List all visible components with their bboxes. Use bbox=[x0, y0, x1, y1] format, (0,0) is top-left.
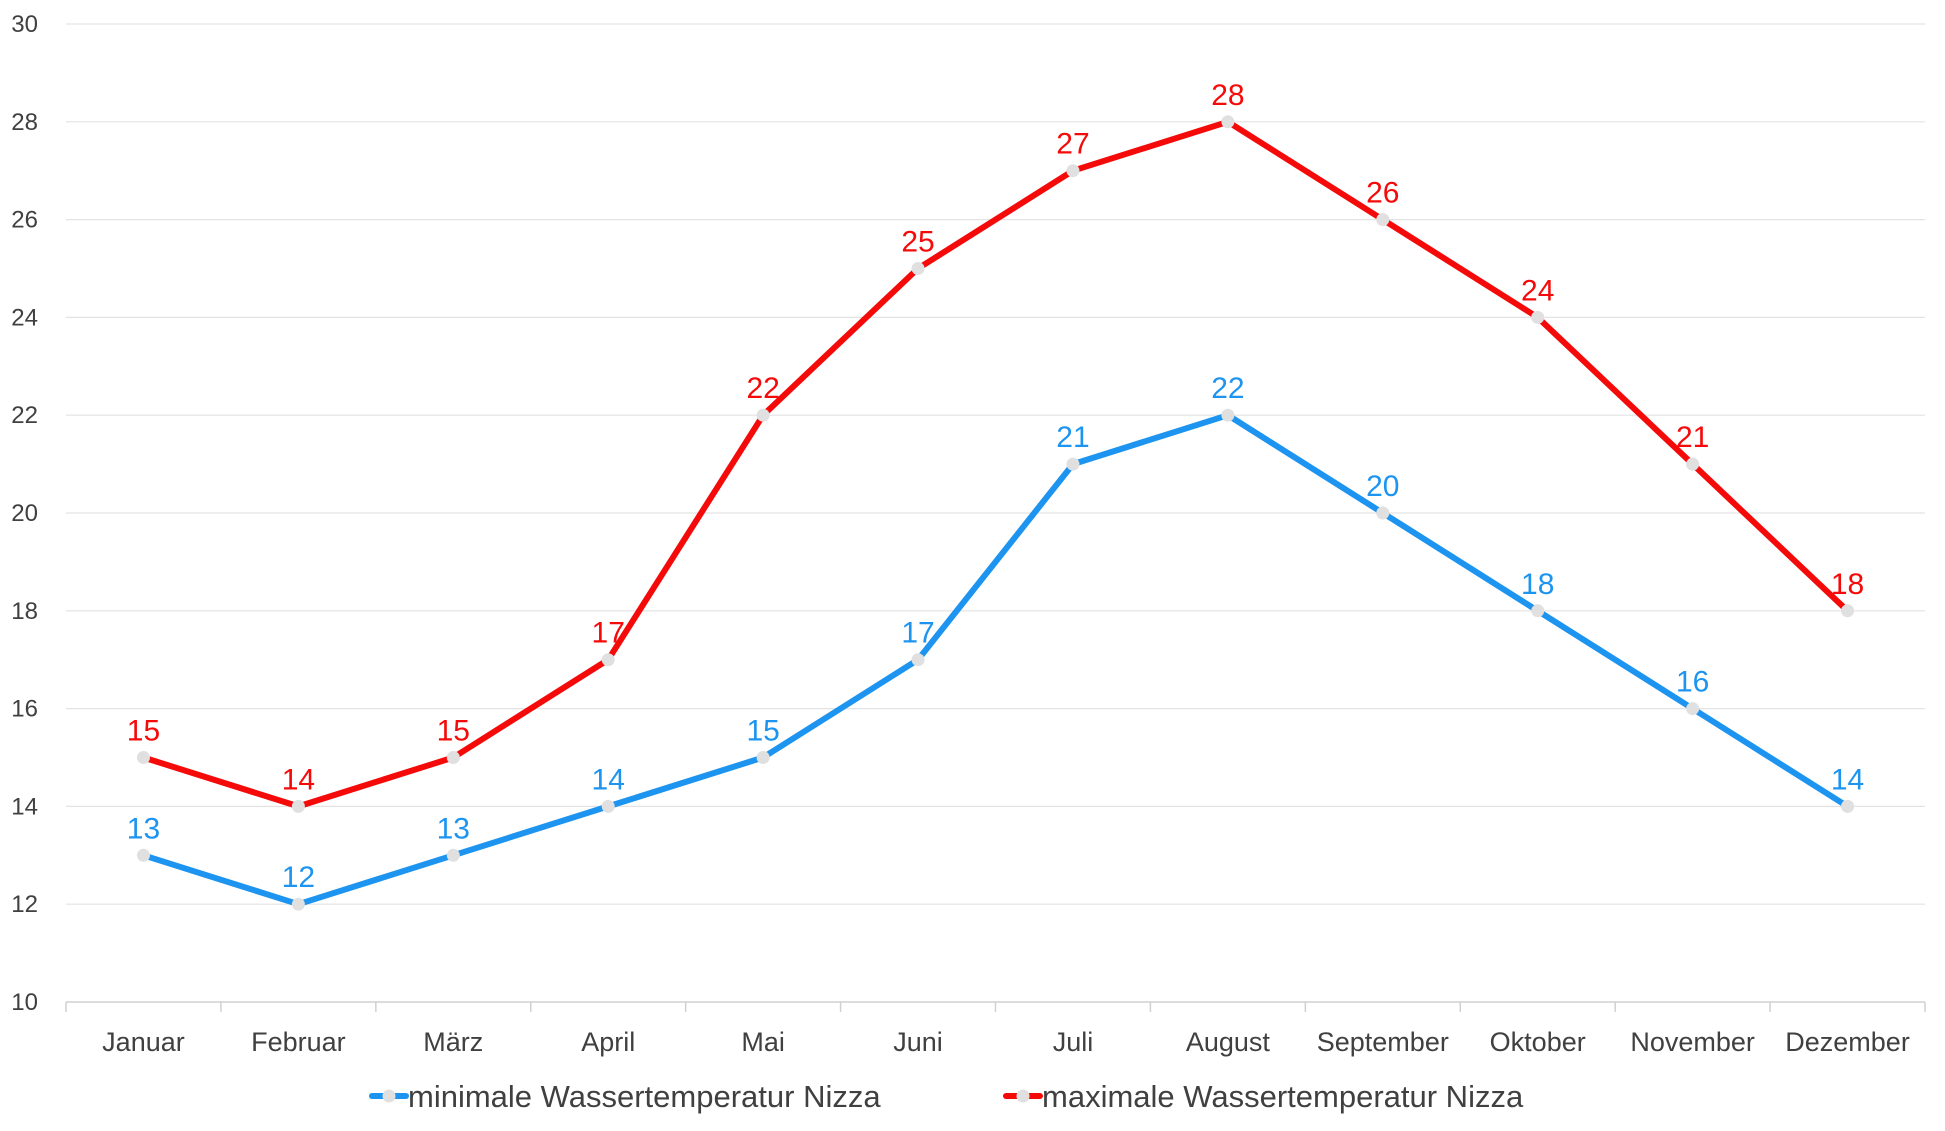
data-label-max-januar: 15 bbox=[127, 715, 160, 748]
data-point-max-dezember bbox=[1841, 604, 1855, 618]
y-tick-label: 26 bbox=[11, 207, 38, 234]
x-tick-label-oktober: Oktober bbox=[1490, 1027, 1586, 1057]
legend: minimale Wassertemperatur Nizza maximale … bbox=[369, 1079, 1524, 1114]
data-label-min-august: 22 bbox=[1211, 372, 1244, 405]
data-label-min-november: 16 bbox=[1676, 666, 1709, 699]
y-tick-label: 18 bbox=[11, 598, 38, 625]
y-tick-label: 22 bbox=[11, 402, 38, 429]
data-labels: 13 12 13 14 15 17 21 22 20 18 16 14 15 14 15 17 22 25 27 28… bbox=[127, 79, 1864, 894]
data-point-min-juni bbox=[911, 653, 925, 667]
data-point-min-dezember bbox=[1841, 799, 1855, 813]
data-label-min-juli: 21 bbox=[1056, 421, 1089, 454]
data-label-max-februar: 14 bbox=[282, 763, 315, 796]
data-point-min-september bbox=[1376, 506, 1390, 520]
legend-marker-max bbox=[1016, 1089, 1030, 1103]
x-tick-label-november: November bbox=[1630, 1027, 1755, 1057]
data-label-min-februar: 12 bbox=[282, 861, 315, 894]
data-label-min-m-rz: 13 bbox=[437, 812, 470, 845]
data-point-max-juni bbox=[911, 262, 925, 275]
gridlines bbox=[66, 23, 1925, 905]
data-point-max-m-rz bbox=[446, 751, 460, 764]
x-tick-label-februar: Februar bbox=[251, 1027, 346, 1057]
data-point-min-april bbox=[601, 799, 615, 813]
data-point-min-november bbox=[1686, 702, 1700, 716]
series-line-min bbox=[140, 412, 1851, 908]
series-lines bbox=[136, 115, 1855, 911]
data-label-max-dezember: 18 bbox=[1831, 568, 1864, 601]
data-point-min-august bbox=[1221, 408, 1235, 422]
data-label-min-oktober: 18 bbox=[1521, 568, 1554, 601]
y-axis: 10 12 14 16 18 20 22 24 26 28 30 bbox=[11, 11, 38, 1016]
data-point-max-mai bbox=[756, 408, 770, 422]
x-tick-label-januar: Januar bbox=[102, 1027, 185, 1057]
data-point-max-februar bbox=[291, 799, 305, 813]
series-line-max bbox=[140, 118, 1851, 810]
x-tick-label-august: August bbox=[1186, 1027, 1271, 1057]
x-tick-label-mai: Mai bbox=[741, 1027, 785, 1057]
data-label-min-september: 20 bbox=[1366, 470, 1399, 503]
data-point-max-januar bbox=[136, 751, 150, 764]
data-label-min-juni: 17 bbox=[901, 617, 934, 650]
data-label-min-april: 14 bbox=[592, 763, 625, 796]
x-tick-label-juni: Juni bbox=[893, 1027, 943, 1057]
x-tick-label-dezember: Dezember bbox=[1785, 1027, 1910, 1057]
data-label-max-august: 28 bbox=[1211, 79, 1244, 112]
data-point-min-mai bbox=[756, 751, 770, 764]
data-label-max-november: 21 bbox=[1676, 421, 1709, 454]
data-point-min-januar bbox=[136, 848, 150, 862]
data-label-max-m-rz: 15 bbox=[437, 715, 470, 748]
y-tick-label: 20 bbox=[11, 500, 38, 527]
legend-label-max: maximale Wassertemperatur Nizza bbox=[1042, 1079, 1524, 1114]
x-tick-label-april: April bbox=[581, 1027, 635, 1057]
y-tick-label: 10 bbox=[11, 989, 38, 1016]
data-label-max-juni: 25 bbox=[901, 226, 934, 259]
data-label-max-april: 17 bbox=[592, 617, 625, 650]
data-label-max-juli: 27 bbox=[1056, 128, 1089, 161]
data-point-max-juli bbox=[1066, 164, 1080, 178]
y-tick-label: 28 bbox=[11, 109, 38, 136]
y-tick-label: 30 bbox=[11, 11, 38, 38]
legend-marker-min bbox=[382, 1089, 396, 1103]
y-tick-label: 24 bbox=[11, 304, 38, 331]
data-label-max-oktober: 24 bbox=[1521, 274, 1554, 307]
data-label-min-dezember: 14 bbox=[1831, 763, 1864, 796]
data-label-min-januar: 13 bbox=[127, 812, 160, 845]
x-axis: Januar Februar März April Mai Juni Juli August S… bbox=[65, 1001, 1926, 1057]
data-label-max-september: 26 bbox=[1366, 177, 1399, 210]
x-tick-label-september: September bbox=[1317, 1027, 1449, 1057]
y-tick-label: 16 bbox=[11, 696, 38, 723]
data-point-min-juli bbox=[1066, 457, 1080, 471]
data-label-max-mai: 22 bbox=[746, 372, 779, 405]
data-point-max-august bbox=[1221, 115, 1235, 129]
legend-label-min: minimale Wassertemperatur Nizza bbox=[408, 1079, 881, 1114]
data-point-max-oktober bbox=[1531, 310, 1545, 324]
data-point-max-november bbox=[1686, 457, 1700, 471]
x-tick-label-m-rz: März bbox=[423, 1027, 483, 1057]
data-point-max-september bbox=[1376, 213, 1390, 227]
data-point-max-april bbox=[601, 653, 615, 667]
y-tick-label: 14 bbox=[11, 793, 38, 820]
x-tick-label-juli: Juli bbox=[1053, 1027, 1094, 1057]
y-tick-label: 12 bbox=[11, 891, 38, 918]
data-point-min-oktober bbox=[1531, 604, 1545, 618]
data-label-min-mai: 15 bbox=[746, 715, 779, 748]
data-point-min-februar bbox=[291, 897, 305, 911]
data-point-min-m-rz bbox=[446, 848, 460, 862]
